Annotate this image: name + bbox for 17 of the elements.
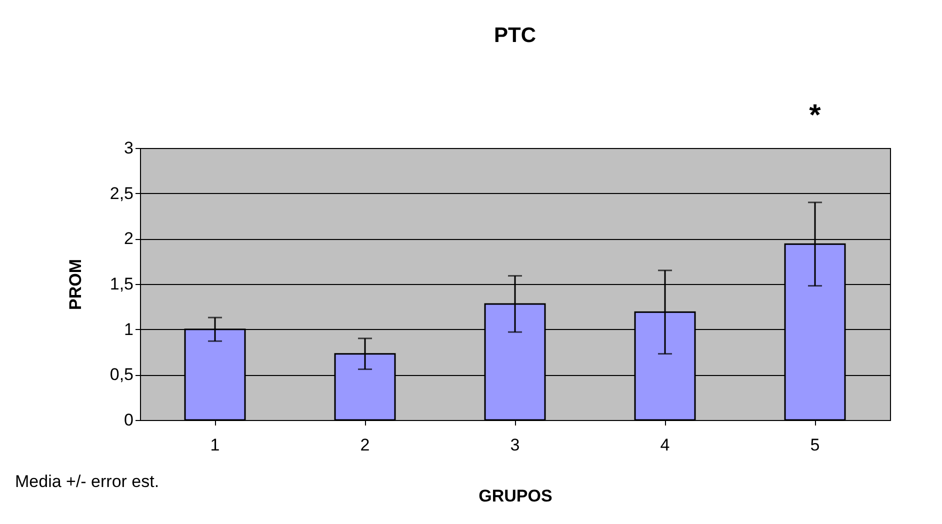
y-tick-label: 3 [124, 138, 134, 158]
x-tick-label: 5 [810, 436, 820, 454]
y-axis-title: PROM [66, 259, 85, 310]
y-tick-label: 0 [124, 410, 134, 430]
y-tick-label: 0,5 [110, 365, 134, 384]
y-tick-label: 2,5 [110, 184, 134, 203]
y-tick-label: 2 [124, 229, 134, 248]
chart-title: PTC [494, 24, 536, 47]
x-tick-label: 3 [510, 436, 520, 454]
y-tick-label: 1 [124, 320, 134, 339]
text: * [809, 99, 822, 132]
text: Media +/- error est. [15, 472, 160, 491]
x-tick-label: 4 [660, 436, 670, 454]
x-axis-title: GRUPOS [478, 486, 552, 506]
x-tick-label: 1 [210, 436, 220, 454]
y-tick-label: 1,5 [110, 274, 134, 294]
x-tick-label: 2 [360, 436, 370, 454]
